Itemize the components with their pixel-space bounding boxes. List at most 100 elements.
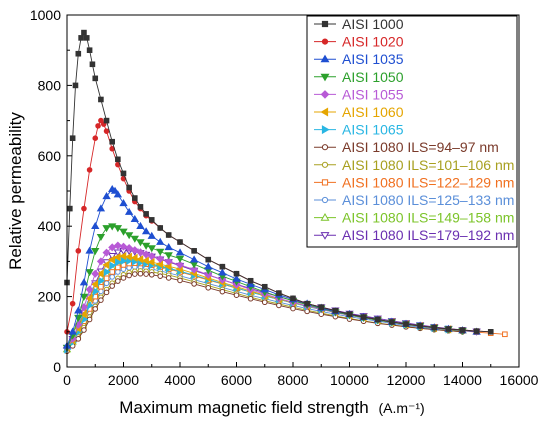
data-point xyxy=(85,246,94,254)
legend-entry: AISI 1035 xyxy=(314,51,404,67)
data-point xyxy=(68,327,77,335)
data-point xyxy=(95,123,101,129)
data-point xyxy=(459,327,466,333)
legend-label: AISI 1035 xyxy=(342,51,404,67)
x-axis-unit: (A.m⁻¹) xyxy=(378,400,424,416)
data-point xyxy=(113,225,123,233)
data-point xyxy=(204,270,213,279)
legend-label: AISI 1080 ILS=149–158 nm xyxy=(342,210,514,226)
data-point xyxy=(72,82,79,89)
legend-entry: AISI 1020 xyxy=(314,34,404,50)
data-point xyxy=(164,243,173,251)
data-point xyxy=(119,228,128,236)
data-point xyxy=(92,135,99,141)
data-point xyxy=(389,319,395,325)
legend-entry: AISI 1080 ILS=94–97 nm xyxy=(314,139,499,155)
data-point xyxy=(141,242,151,250)
data-point xyxy=(143,271,149,277)
series-1 xyxy=(64,29,494,335)
data-point xyxy=(431,324,438,331)
data-point xyxy=(120,170,127,177)
data-point xyxy=(360,314,367,320)
data-point xyxy=(126,184,132,191)
x-tick-label: 10000 xyxy=(330,372,369,388)
y-tick-label: 600 xyxy=(38,148,62,164)
data-point xyxy=(98,276,106,285)
data-point xyxy=(290,295,296,302)
legend-marker xyxy=(321,144,329,151)
legend-label: AISI 1080 ILS=101–106 nm xyxy=(342,157,514,173)
y-axis-title: Relative permeability xyxy=(6,112,25,270)
data-point xyxy=(91,221,100,229)
data-point xyxy=(156,254,165,263)
data-point xyxy=(247,295,254,302)
data-point xyxy=(79,310,87,319)
data-point xyxy=(304,300,310,307)
data-point xyxy=(276,290,282,296)
legend-label: AISI 1080 ILS=122–129 nm xyxy=(342,174,514,190)
legend-entry: AISI 1065 xyxy=(314,122,404,138)
data-point xyxy=(79,278,89,286)
y-tick-label: 200 xyxy=(38,289,62,305)
data-point xyxy=(102,260,110,270)
series-line xyxy=(66,31,491,333)
legend-entry: AISI 1000 xyxy=(314,16,404,32)
data-point xyxy=(191,281,197,287)
data-point xyxy=(120,275,127,281)
series-8 xyxy=(64,270,466,354)
data-point xyxy=(156,237,165,245)
data-point xyxy=(177,239,183,245)
legend-label: AISI 1065 xyxy=(342,122,404,138)
data-point xyxy=(130,214,139,222)
data-point xyxy=(124,252,132,261)
data-point xyxy=(147,231,156,239)
data-point xyxy=(191,248,197,254)
data-point xyxy=(110,186,120,194)
data-point xyxy=(165,232,172,238)
data-point xyxy=(136,239,145,247)
data-point xyxy=(103,280,110,287)
data-point xyxy=(103,289,110,296)
data-point xyxy=(75,336,82,342)
legend-entry: AISI 1080 ILS=122–129 nm xyxy=(314,174,514,190)
data-point xyxy=(69,300,76,307)
data-point xyxy=(143,211,149,217)
data-point xyxy=(164,252,173,260)
data-point xyxy=(98,283,104,290)
legend-marker xyxy=(321,161,329,168)
data-point xyxy=(233,270,240,277)
data-point xyxy=(165,275,172,281)
data-point xyxy=(107,255,115,264)
legend-label: AISI 1080 ILS=179–192 nm xyxy=(342,227,514,243)
data-point xyxy=(190,265,199,274)
data-point xyxy=(417,323,423,329)
legend-label: AISI 1060 xyxy=(342,104,404,120)
data-point xyxy=(246,279,255,288)
data-point xyxy=(115,278,121,284)
legend-marker xyxy=(320,213,330,221)
legend-marker xyxy=(321,196,329,204)
legend-marker xyxy=(320,90,330,99)
legend-label: AISI 1080 ILS=125–133 nm xyxy=(342,192,514,208)
data-point xyxy=(502,331,508,338)
legend-marker xyxy=(321,125,330,135)
data-point xyxy=(74,306,83,314)
data-point xyxy=(205,256,212,263)
data-point xyxy=(109,138,116,145)
legend-marker xyxy=(321,179,329,186)
legend-marker xyxy=(321,20,329,28)
data-point xyxy=(96,233,106,242)
legend-entry: AISI 1055 xyxy=(314,86,404,102)
data-point xyxy=(103,267,111,277)
x-tick-label: 4000 xyxy=(164,372,195,388)
data-point xyxy=(119,199,128,207)
data-point xyxy=(91,248,100,256)
data-point xyxy=(124,232,134,240)
x-tick-label: 12000 xyxy=(387,372,426,388)
data-point xyxy=(205,285,212,291)
data-point xyxy=(318,304,325,310)
data-point xyxy=(219,263,226,270)
legend-entry: AISI 1050 xyxy=(314,69,404,85)
